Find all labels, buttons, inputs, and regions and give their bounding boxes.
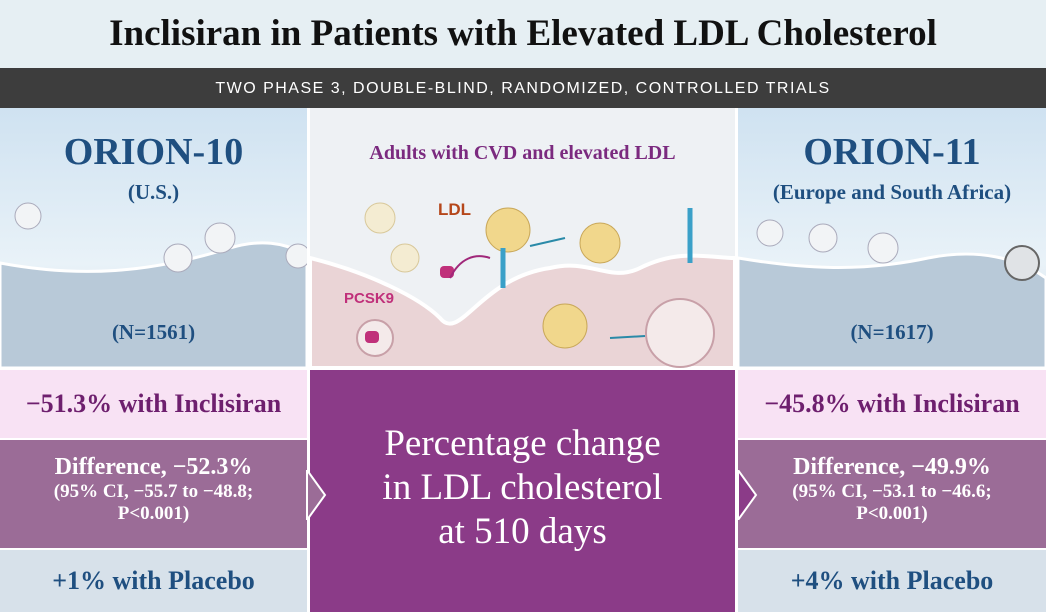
difference: Difference, −49.9% [793, 454, 991, 480]
arrow [609, 335, 646, 339]
chevron-shape [737, 470, 758, 520]
ci: (95% CI, −55.7 to −48.8; [53, 481, 254, 502]
difference-box: Difference, −49.9% (95% CI, −53.1 to −46… [738, 440, 1046, 548]
title: Inclisiran in Patients with Elevated LDL… [0, 0, 1046, 68]
inclisiran-result: −45.8% with Inclisiran [738, 370, 1046, 438]
inclisiran-result: −51.3% with Inclisiran [0, 370, 307, 438]
particle [204, 222, 236, 254]
outcome-line: Percentage change [384, 423, 661, 464]
outcome-line: in LDL cholesterol [382, 467, 663, 508]
ldl-label: LDL [438, 200, 472, 219]
lysosome [645, 298, 715, 368]
placebo-result: +4% with Placebo [738, 550, 1046, 612]
particle [14, 202, 42, 230]
ldl-particle [542, 303, 588, 349]
ci: (95% CI, −53.1 to −46.6; [792, 481, 992, 502]
ldl-particle [485, 207, 531, 253]
outcome-box: Percentage change in LDL cholesterol at … [310, 370, 735, 612]
particle [756, 219, 784, 247]
pcsk9-label: PCSK9 [344, 290, 395, 307]
trial-region: (Europe and South Africa) [772, 180, 1012, 204]
placebo-result: +1% with Placebo [0, 550, 307, 612]
membrane-art [0, 202, 307, 368]
trial-n: (N=1561) [111, 320, 196, 344]
pcsk9 [365, 331, 379, 343]
trial-region: (U.S.) [127, 180, 180, 204]
particle [1004, 245, 1040, 281]
chevron [306, 470, 327, 520]
difference: Difference, −52.3% [54, 454, 253, 480]
arrow [449, 255, 491, 279]
ldl-particle [390, 243, 420, 273]
membrane-art [738, 219, 1046, 368]
membrane [0, 241, 307, 368]
ldl-particle [364, 202, 396, 234]
particle [867, 232, 899, 264]
mechanism-panel: Adults with CVD and elevated LDL LDL PCS… [310, 108, 735, 368]
trial-n: (N=1617) [850, 320, 934, 344]
ldl-particle [579, 222, 621, 264]
difference-box: Difference, −52.3% (95% CI, −55.7 to −48… [0, 440, 307, 548]
arrow [529, 237, 566, 247]
particle [808, 223, 838, 253]
chevron [737, 470, 758, 520]
p-value: P<0.001) [856, 503, 928, 524]
particle [285, 243, 307, 269]
trial-name: ORION-10 [63, 131, 244, 173]
chevron-shape [306, 470, 327, 520]
membrane [738, 252, 1046, 368]
trial-panel: ORION-10 (U.S.) (N=1561) [0, 108, 307, 368]
mechanism-art [310, 202, 735, 368]
outcome-line: at 510 days [438, 511, 607, 552]
population: Adults with CVD and elevated LDL [369, 142, 676, 164]
trial-panel: ORION-11 (Europe and South Africa) (N=16… [738, 108, 1046, 368]
p-value: P<0.001) [117, 503, 190, 524]
trial-name: ORION-11 [803, 131, 981, 173]
particle [163, 243, 193, 273]
subtitle: TWO PHASE 3, DOUBLE-BLIND, RANDOMIZED, C… [0, 68, 1046, 108]
